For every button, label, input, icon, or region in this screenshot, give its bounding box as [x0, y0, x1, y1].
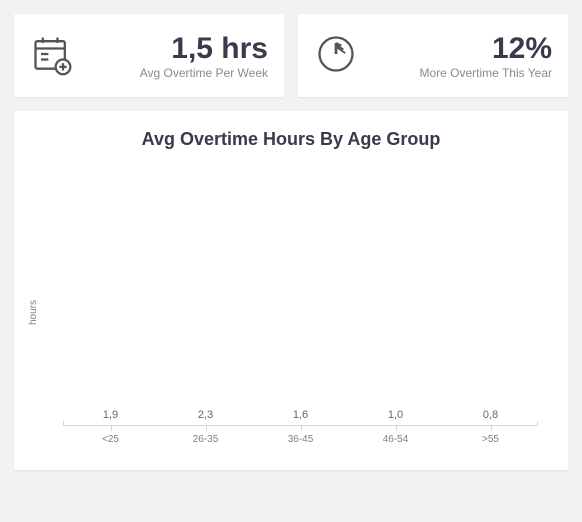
bar: 1,9 — [63, 409, 158, 425]
chart-card: Avg Overtime Hours By Age Group hours 1,… — [14, 111, 568, 470]
kpi-label: More Overtime This Year — [372, 66, 552, 80]
bar: 0,8 — [443, 409, 538, 425]
clock-fast-icon — [314, 32, 358, 81]
x-tick: >55 — [443, 426, 538, 462]
kpi-card-more-overtime: 12% More Overtime This Year — [298, 14, 568, 97]
x-tick-label: >55 — [443, 434, 538, 445]
x-tick-label: <25 — [63, 434, 158, 445]
x-tick: 26-35 — [158, 426, 253, 462]
x-tick: 46-54 — [348, 426, 443, 462]
x-tick: 36-45 — [253, 426, 348, 462]
x-tick: <25 — [63, 426, 158, 462]
kpi-label: Avg Overtime Per Week — [88, 66, 268, 80]
kpi-card-avg-overtime: 1,5 hrs Avg Overtime Per Week — [14, 14, 284, 97]
bar-value-label: 1,0 — [388, 409, 403, 421]
chart-ylabel: hours — [24, 162, 43, 462]
chart-plot: 1,9 2,3 1,6 1,0 0,8 <2526-3536-4546-54>55 — [43, 162, 558, 462]
calendar-add-icon — [30, 32, 74, 81]
bar-value-label: 1,9 — [103, 409, 118, 421]
bar: 1,6 — [253, 409, 348, 425]
bar-value-label: 1,6 — [293, 409, 308, 421]
chart-title: Avg Overtime Hours By Age Group — [24, 129, 558, 150]
bar-value-label: 2,3 — [198, 409, 213, 421]
x-tick-label: 26-35 — [158, 434, 253, 445]
x-tick-label: 36-45 — [253, 434, 348, 445]
kpi-value: 1,5 hrs — [88, 34, 268, 64]
kpi-value: 12% — [372, 34, 552, 64]
bar: 1,0 — [348, 409, 443, 425]
bar-value-label: 0,8 — [483, 409, 498, 421]
x-tick-label: 46-54 — [348, 434, 443, 445]
bar: 2,3 — [158, 409, 253, 425]
